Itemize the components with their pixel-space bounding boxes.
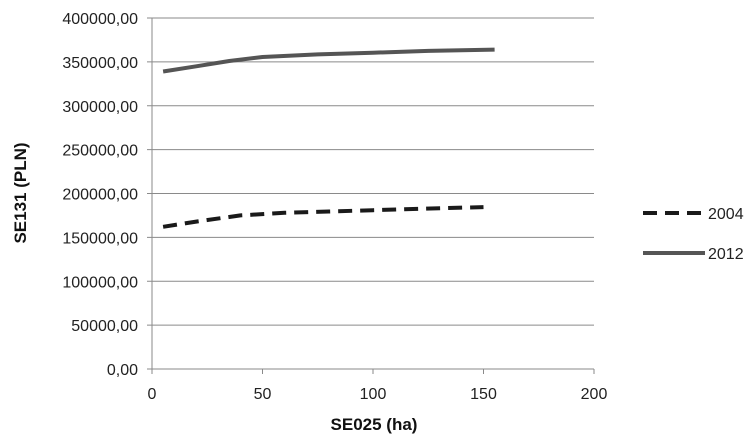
y-tick-label: 250000,00	[62, 143, 138, 160]
legend-label-2012: 2012	[708, 246, 744, 263]
x-axis-title: SE025 (ha)	[331, 415, 418, 434]
x-tick-label: 50	[254, 386, 272, 403]
series-line-2004	[162, 205, 484, 229]
y-tick-label: 150000,00	[62, 230, 138, 247]
series-lines	[162, 47, 495, 229]
y-axis-ticks: 0,00 50000,00 100000,00 150000,00 200000,00 2…	[62, 11, 152, 379]
y-tick-label: 400000,00	[62, 11, 138, 28]
legend-label-2004: 2004	[708, 206, 744, 223]
x-tick-label: 0	[148, 386, 157, 403]
y-tick-label: 300000,00	[62, 99, 138, 116]
y-tick-label: 350000,00	[62, 55, 138, 72]
x-tick-label: 100	[360, 386, 387, 403]
y-tick-label: 200000,00	[62, 187, 138, 204]
y-axis-title: SE131 (PLN)	[11, 142, 30, 243]
series-line-2012	[162, 47, 495, 74]
legend: 2004 2012	[643, 206, 744, 263]
y-tick-label: 50000,00	[71, 318, 138, 335]
y-tick-label: 0,00	[107, 362, 138, 379]
x-tick-label: 150	[470, 386, 497, 403]
x-tick-label: 200	[581, 386, 608, 403]
x-axis-ticks: 0 50 100 150 200	[148, 369, 608, 403]
y-tick-label: 100000,00	[62, 274, 138, 291]
